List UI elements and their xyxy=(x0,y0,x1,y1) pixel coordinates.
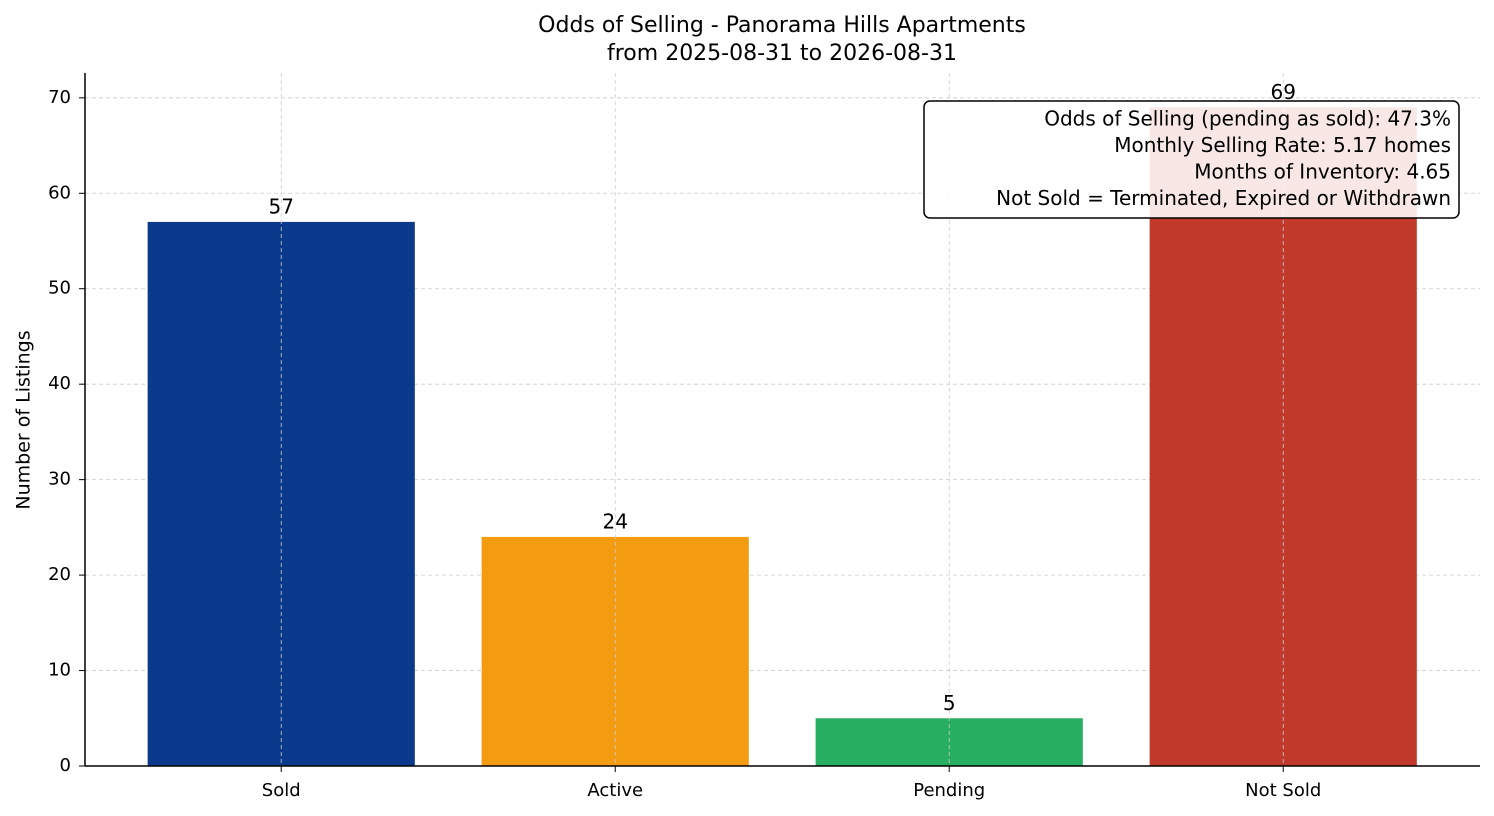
chart-subtitle: from 2025-08-31 to 2026-08-31 xyxy=(607,41,957,66)
chart-title: Odds of Selling - Panorama Hills Apartme… xyxy=(538,13,1026,38)
y-tick-label: 40 xyxy=(48,373,71,394)
y-tick-label: 10 xyxy=(48,660,71,681)
annotation-line: Not Sold = Terminated, Expired or Withdr… xyxy=(996,186,1451,210)
y-tick-label: 30 xyxy=(48,469,71,490)
value-label: 57 xyxy=(268,194,293,218)
annotation-line: Monthly Selling Rate: 5.17 homes xyxy=(1114,133,1451,157)
x-tick-label: Sold xyxy=(262,780,301,801)
y-axis-label: Number of Listings xyxy=(13,330,35,509)
y-tick-label: 70 xyxy=(48,87,71,108)
value-label: 24 xyxy=(602,509,627,533)
x-tick-label: Pending xyxy=(913,780,985,801)
x-tick-label: Not Sold xyxy=(1245,780,1321,801)
annotation-box xyxy=(923,100,1460,219)
y-tick-label: 60 xyxy=(48,182,71,203)
annotation-line: Odds of Selling (pending as sold): 47.3% xyxy=(1044,107,1451,131)
annotation-line: Months of Inventory: 4.65 xyxy=(1194,160,1451,184)
value-label: 5 xyxy=(943,691,956,715)
y-tick-label: 0 xyxy=(60,755,71,776)
value-label: 69 xyxy=(1270,80,1295,104)
y-tick-label: 20 xyxy=(48,564,71,585)
x-tick-label: Active xyxy=(587,780,643,801)
y-tick-label: 50 xyxy=(48,278,71,299)
